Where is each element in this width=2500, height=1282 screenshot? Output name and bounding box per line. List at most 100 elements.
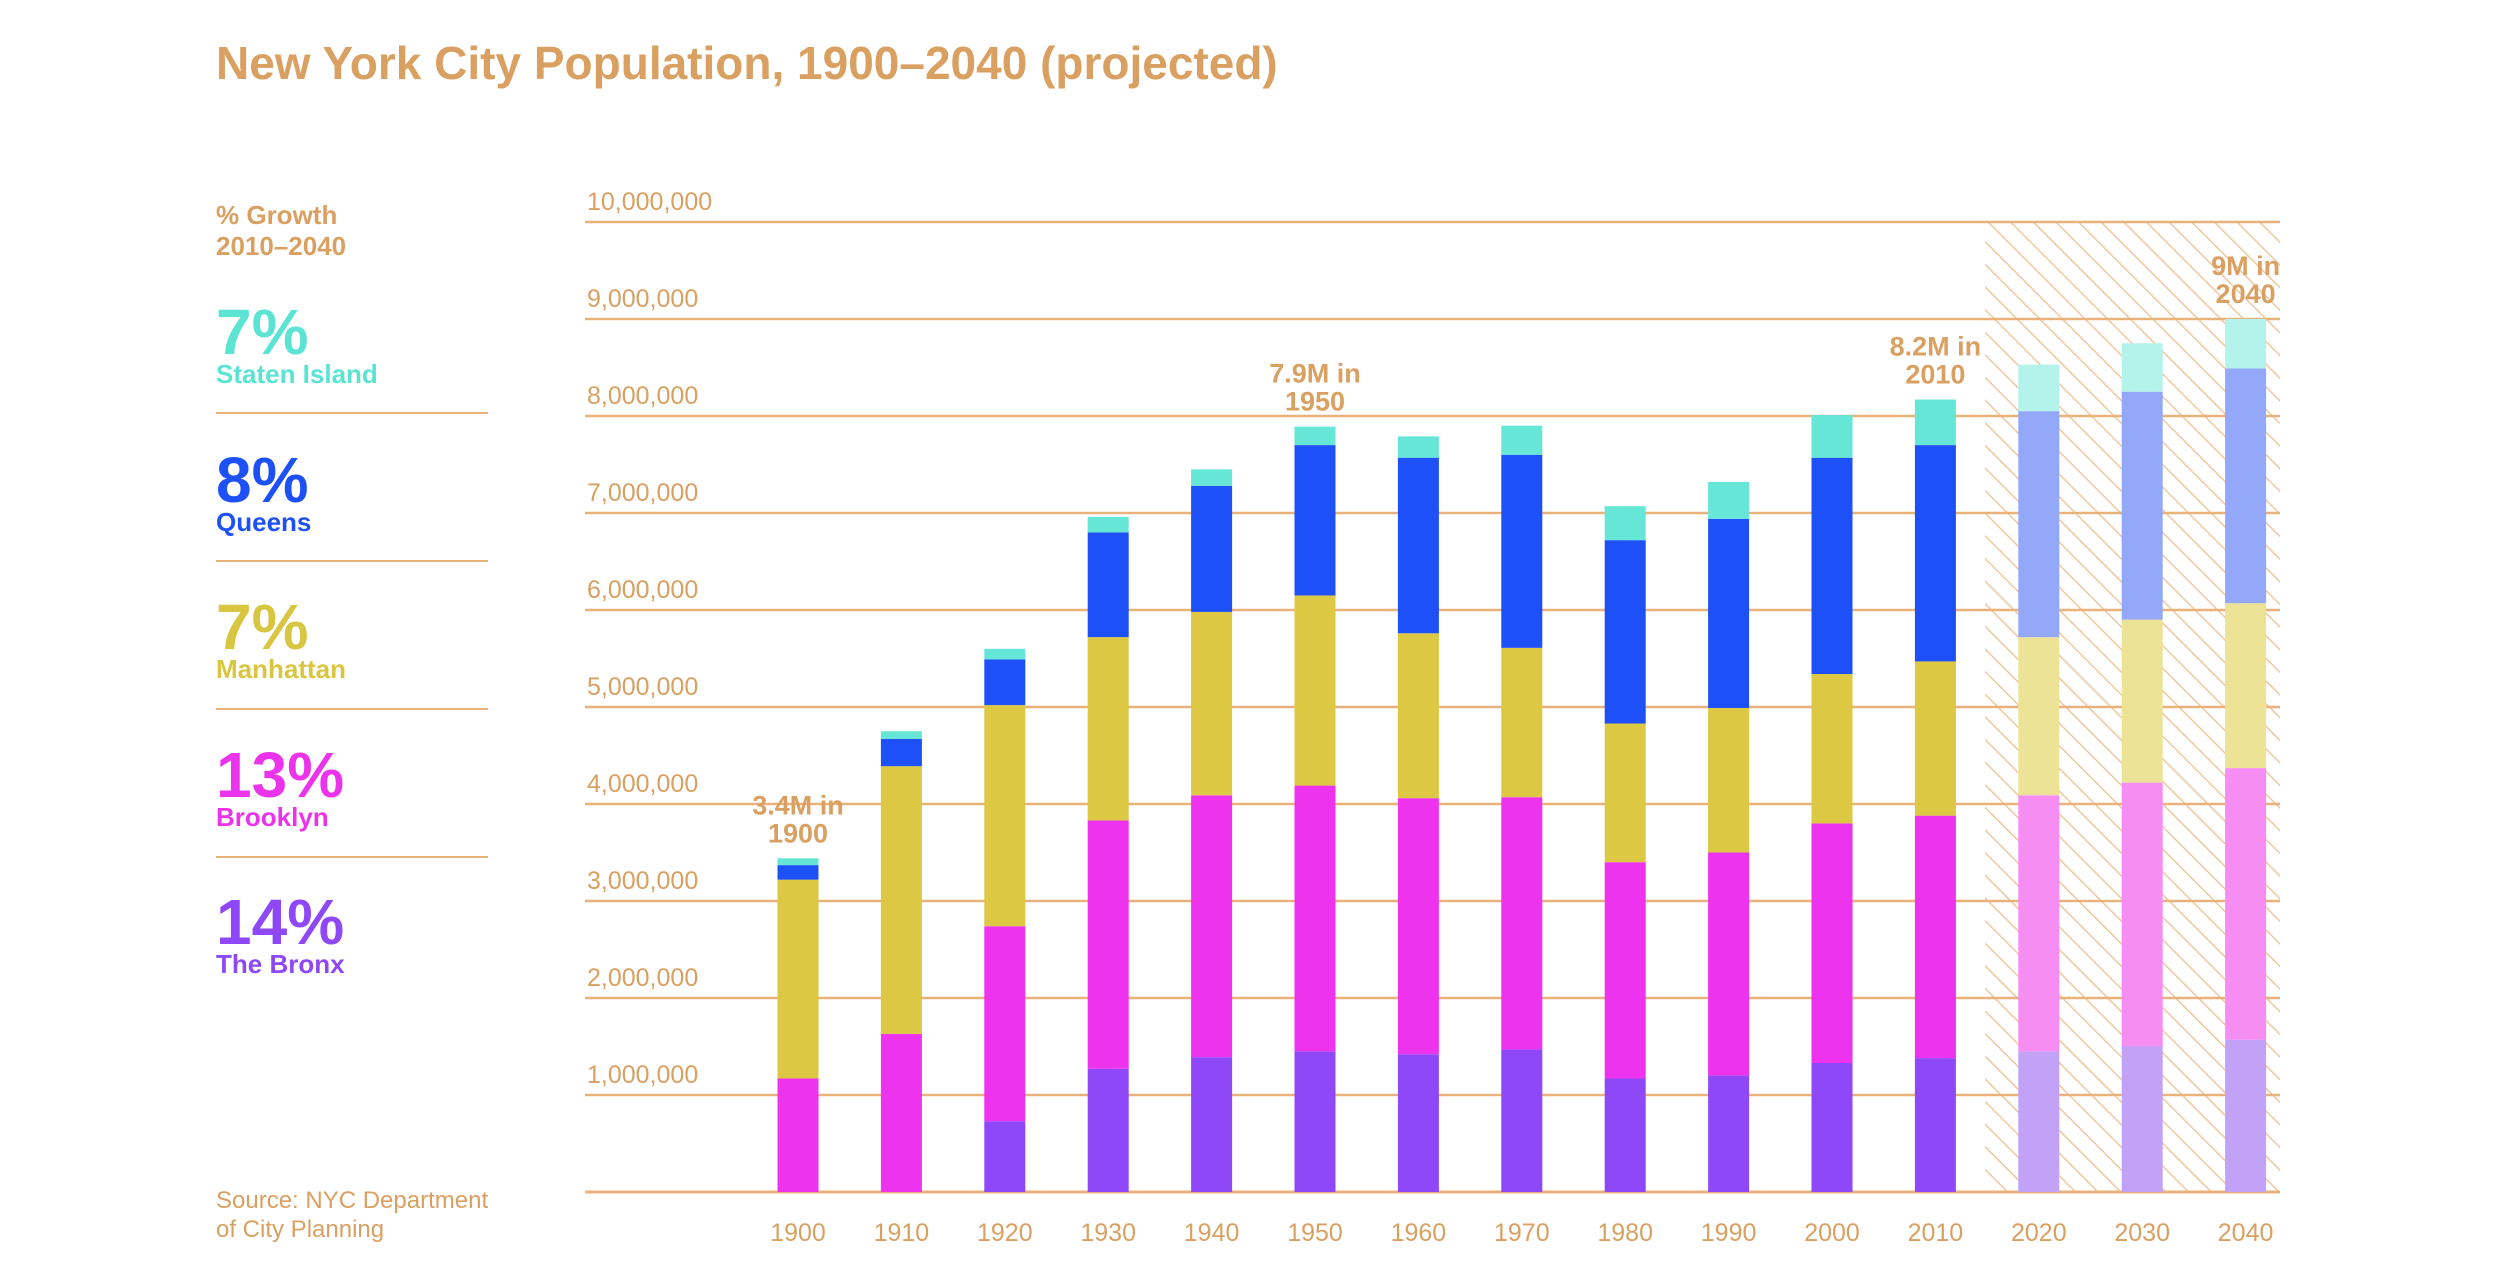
bar-segment-staten-island xyxy=(1708,481,1750,519)
legend-item-manhattan: 7% Manhattan xyxy=(216,595,488,683)
x-tick-label: 1940 xyxy=(1184,1219,1240,1247)
bar-segment-staten-island xyxy=(1604,506,1646,541)
legend-pct: 8% xyxy=(216,444,309,516)
x-tick-label: 1950 xyxy=(1287,1219,1343,1247)
bar-segment-staten-island xyxy=(2121,343,2163,392)
bar-segment-staten-island xyxy=(2225,319,2267,369)
bar-segment-the-bronx xyxy=(2121,1046,2163,1192)
annotation-label: 9M in xyxy=(2211,251,2280,281)
y-tick-label: 2,000,000 xyxy=(587,964,698,992)
bar-segment-queens xyxy=(1087,532,1129,638)
source-note: Source: NYC Department of City Planning xyxy=(216,1186,488,1244)
x-tick-label: 1960 xyxy=(1391,1219,1447,1247)
bar-segment-the-bronx xyxy=(2225,1039,2267,1192)
x-tick-label: 2020 xyxy=(2011,1219,2067,1247)
legend-name: Staten Island xyxy=(216,359,378,389)
legend-heading: % Growth 2010–2040 xyxy=(216,200,346,262)
bar-segment-queens xyxy=(1191,485,1233,612)
legend-item-queens: 8% Queens xyxy=(216,448,488,536)
bar-segment-the-bronx xyxy=(1087,1068,1129,1192)
bar-segment-brooklyn xyxy=(1294,785,1336,1052)
y-tick-label: 1,000,000 xyxy=(587,1061,698,1089)
bar-segment-brooklyn xyxy=(777,1078,819,1192)
y-tick-label: 9,000,000 xyxy=(587,285,698,313)
bar-segment-manhattan xyxy=(1811,674,1853,824)
bar-segment-queens xyxy=(777,865,819,880)
bar-segment-manhattan xyxy=(2121,619,2163,783)
bar-segment-queens xyxy=(1914,445,1956,662)
legend-pct: 14% xyxy=(216,886,345,958)
bar-segment-queens xyxy=(1811,457,1853,675)
bar-segment-the-bronx xyxy=(1604,1078,1646,1192)
bar-segment-staten-island xyxy=(1294,426,1336,446)
legend-name: The Bronx xyxy=(216,949,345,979)
bar-segment-queens xyxy=(2018,411,2060,638)
x-tick-label: 1920 xyxy=(977,1219,1033,1247)
y-tick-label: 5,000,000 xyxy=(587,673,698,701)
x-tick-label: 1930 xyxy=(1080,1219,1136,1247)
bar-segment-manhattan xyxy=(2225,603,2267,769)
bar-segment-manhattan xyxy=(1604,723,1646,863)
y-tick-label: 4,000,000 xyxy=(587,770,698,798)
bar-segment-brooklyn xyxy=(2121,782,2163,1047)
bar-segment-manhattan xyxy=(1914,661,1956,816)
annotation-label: 7.9M in xyxy=(1269,359,1361,389)
bar-segment-the-bronx xyxy=(1914,1058,1956,1192)
bar-segment-staten-island xyxy=(1914,399,1956,446)
bar-segment-brooklyn xyxy=(1708,852,1750,1076)
bar-segment-staten-island xyxy=(1191,469,1233,486)
legend-divider xyxy=(216,560,488,562)
annotation-label: 2040 xyxy=(2216,279,2276,309)
annotation-label: 8.2M in xyxy=(1890,332,1982,362)
legend-divider xyxy=(216,856,488,858)
legend-divider xyxy=(216,708,488,710)
x-tick-label: 1910 xyxy=(874,1219,930,1247)
y-tick-label: 6,000,000 xyxy=(587,576,698,604)
legend-item-staten-island: 7% Staten Island xyxy=(216,300,488,388)
bar-segment-the-bronx xyxy=(1811,1062,1853,1192)
annotation-label: 3.4M in xyxy=(752,790,844,820)
bars xyxy=(777,319,2267,1192)
axis-labels: 1,000,000 2,000,000 3,000,000 4,000,000 5,00… xyxy=(587,188,2273,1247)
annotation-label: 1950 xyxy=(1285,387,1345,417)
chart-title: New York City Population, 1900–2040 (pro… xyxy=(216,37,1278,89)
legend-name: Brooklyn xyxy=(216,802,329,832)
bar-segment-brooklyn xyxy=(880,1033,922,1192)
y-tick-label: 7,000,000 xyxy=(587,479,698,507)
legend-heading-line2: 2010–2040 xyxy=(216,231,347,261)
bar-segment-queens xyxy=(2225,368,2267,604)
bar-segment-staten-island xyxy=(880,731,922,740)
x-tick-label: 2000 xyxy=(1804,1219,1860,1247)
gridlines xyxy=(585,220,2280,1194)
bar-segment-brooklyn xyxy=(1397,798,1439,1055)
y-tick-label: 8,000,000 xyxy=(587,382,698,410)
bar-segment-queens xyxy=(1294,445,1336,596)
bar-segment-manhattan xyxy=(1191,611,1233,796)
bar-segment-brooklyn xyxy=(1087,820,1129,1069)
source-line1: Source: NYC Department xyxy=(216,1187,489,1214)
y-tick-label: 10,000,000 xyxy=(587,188,712,216)
bar-segment-queens xyxy=(1604,540,1646,724)
bar-segment-queens xyxy=(2121,391,2163,620)
bar-segment-brooklyn xyxy=(1914,815,1956,1059)
bar-segment-the-bronx xyxy=(2018,1051,2060,1192)
bar-segment-the-bronx xyxy=(1501,1049,1543,1192)
bar-segment-staten-island xyxy=(1501,425,1543,455)
bar-segment-staten-island xyxy=(984,648,1026,660)
bar-segment-staten-island xyxy=(2018,364,2060,412)
legend-pct: 7% xyxy=(216,296,309,368)
bar-segment-manhattan xyxy=(1294,595,1336,786)
bar-segment-the-bronx xyxy=(1191,1057,1233,1192)
legend-pct: 13% xyxy=(216,739,345,811)
x-tick-label: 2010 xyxy=(1908,1219,1964,1247)
x-tick-label: 1990 xyxy=(1701,1219,1757,1247)
legend-pct: 7% xyxy=(216,591,309,663)
bar-segment-manhattan xyxy=(1087,637,1129,821)
bar-segment-brooklyn xyxy=(984,926,1026,1122)
legend-heading-line1: % Growth xyxy=(216,200,338,230)
bar-segment-staten-island xyxy=(1087,516,1129,533)
annotation-label: 1900 xyxy=(768,818,828,848)
x-tick-label: 2040 xyxy=(2218,1219,2274,1247)
